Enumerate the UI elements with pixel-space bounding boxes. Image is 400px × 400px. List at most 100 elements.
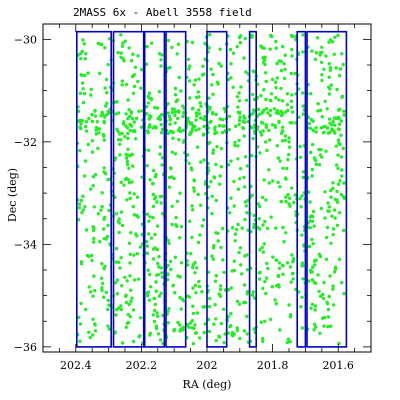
data-point [298, 197, 302, 201]
data-point [126, 98, 130, 102]
data-point [310, 219, 315, 223]
data-point [114, 260, 119, 264]
data-point [119, 210, 124, 214]
data-point [79, 198, 84, 203]
data-point [268, 113, 272, 118]
data-point [132, 120, 136, 124]
data-point [83, 73, 87, 78]
data-point [323, 99, 327, 104]
data-point [261, 339, 265, 344]
data-point [128, 261, 132, 265]
data-point [218, 47, 222, 51]
data-point [250, 126, 254, 130]
data-point [326, 315, 331, 319]
data-point [327, 62, 331, 66]
data-point [93, 114, 98, 118]
data-point [199, 160, 203, 164]
data-point [188, 64, 192, 68]
data-point [237, 35, 242, 40]
data-point [284, 195, 288, 199]
data-point [131, 205, 135, 209]
data-point [149, 41, 154, 45]
data-point [218, 182, 222, 186]
data-point [243, 116, 247, 121]
data-point [301, 170, 306, 174]
data-point [337, 127, 341, 132]
data-point [327, 92, 331, 96]
data-point [166, 238, 171, 243]
data-point [265, 261, 269, 266]
data-point [156, 332, 161, 336]
data-point [234, 227, 239, 232]
data-point [291, 271, 295, 276]
data-point [135, 195, 140, 199]
data-point [309, 306, 313, 310]
data-point [283, 138, 287, 142]
data-point [124, 152, 128, 157]
data-point [188, 122, 192, 126]
data-point [132, 128, 136, 133]
data-point [274, 301, 278, 306]
data-point [119, 33, 123, 37]
data-point [193, 78, 197, 82]
data-point [217, 292, 221, 296]
data-point [210, 211, 214, 216]
data-point [127, 46, 131, 50]
data-point [327, 40, 331, 44]
data-point [132, 84, 137, 89]
data-point [278, 159, 282, 163]
data-point [89, 290, 93, 294]
data-point [322, 130, 326, 134]
data-point [287, 136, 291, 140]
data-point [334, 66, 338, 70]
data-point [332, 270, 337, 274]
data-point [180, 261, 184, 265]
data-point [275, 61, 279, 66]
data-point [89, 187, 93, 191]
data-point [263, 219, 267, 224]
data-point [288, 265, 293, 269]
data-point [250, 33, 254, 38]
data-point [245, 314, 249, 319]
data-point [130, 164, 135, 168]
data-point [264, 276, 269, 280]
data-point [243, 300, 248, 305]
data-point [187, 295, 192, 299]
data-point [124, 112, 128, 116]
data-point [168, 65, 172, 70]
data-point [129, 59, 134, 63]
data-point [103, 86, 107, 90]
data-point [134, 116, 139, 121]
data-point [333, 216, 337, 220]
data-point [78, 125, 82, 129]
data-point [258, 151, 262, 155]
data-point [116, 111, 121, 115]
data-point [228, 211, 232, 215]
data-point [312, 328, 316, 332]
data-point [337, 211, 342, 215]
data-point [289, 99, 294, 103]
data-point [236, 105, 240, 109]
data-point [310, 167, 315, 172]
data-point [277, 261, 282, 265]
data-point [313, 304, 318, 308]
data-point [193, 271, 197, 275]
data-point [292, 200, 296, 205]
data-point [167, 114, 172, 119]
data-point [271, 179, 275, 183]
data-point [245, 292, 249, 296]
data-point [237, 250, 241, 255]
data-point [208, 33, 212, 37]
data-point [259, 320, 263, 324]
y-axis-label: Dec (deg) [6, 168, 19, 222]
data-point [331, 120, 335, 124]
data-point [100, 288, 104, 293]
data-point [107, 208, 111, 213]
data-point [214, 112, 218, 117]
data-point [208, 140, 212, 145]
data-point [97, 127, 102, 131]
data-point [117, 221, 122, 225]
data-point [179, 307, 183, 311]
data-point [153, 232, 157, 237]
data-point [235, 299, 240, 304]
